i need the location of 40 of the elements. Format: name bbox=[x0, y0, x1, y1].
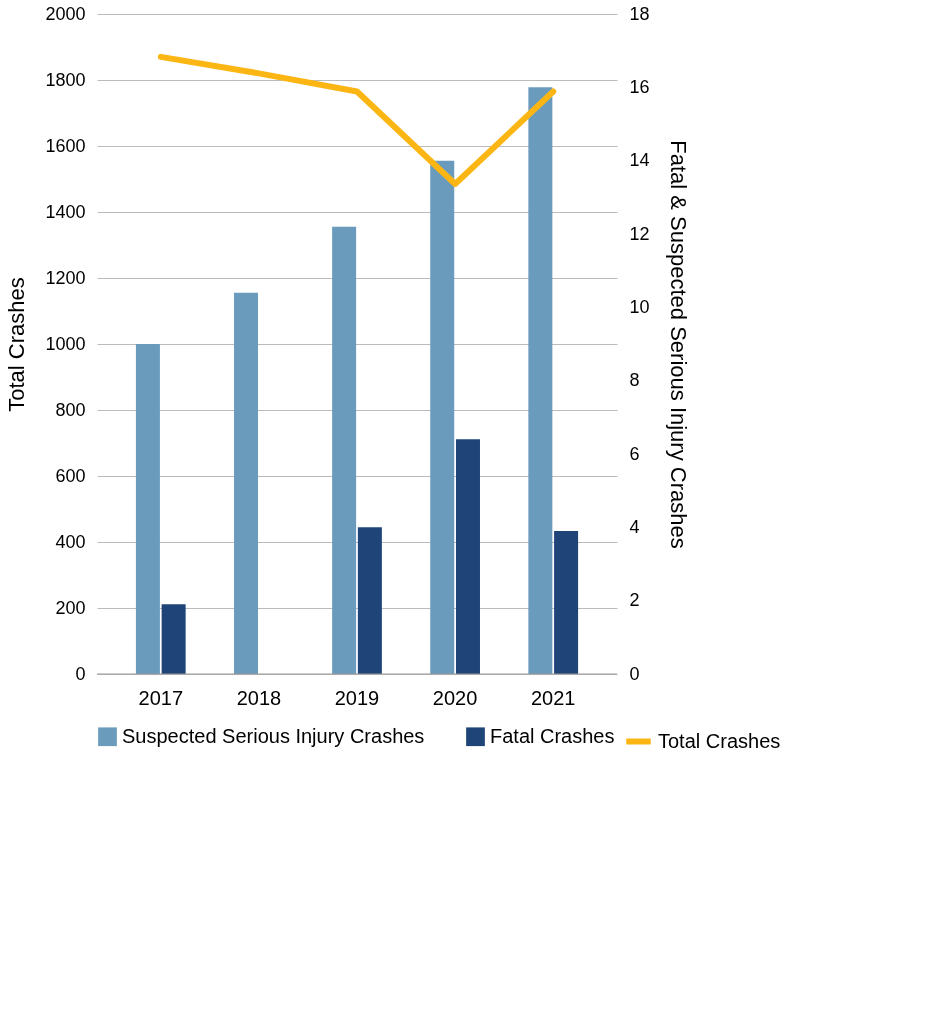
y2-tick-label: 14 bbox=[629, 150, 650, 171]
y2-axis-title: Fatal & Suspected Serious Injury Crashes bbox=[665, 140, 691, 549]
y-tick-label: 1600 bbox=[45, 135, 86, 156]
bar bbox=[528, 87, 553, 674]
y2-tick-label: 4 bbox=[629, 516, 640, 537]
y-tick-label: 800 bbox=[55, 399, 86, 420]
y2-tick-label: 2 bbox=[629, 590, 640, 611]
bar bbox=[135, 344, 160, 674]
y2-tick-label: 12 bbox=[629, 223, 650, 244]
bar bbox=[455, 439, 480, 674]
legend-label: Suspected Serious Injury Crashes bbox=[122, 724, 425, 747]
legend-label: Fatal Crashes bbox=[490, 724, 615, 747]
y-tick-label: 0 bbox=[75, 663, 86, 684]
y2-tick-label: 18 bbox=[629, 3, 650, 24]
x-tick-label: 2019 bbox=[334, 686, 380, 709]
legend-label: Total Crashes bbox=[658, 729, 781, 752]
bar bbox=[234, 292, 259, 674]
x-tick-label: 2018 bbox=[236, 686, 282, 709]
bar bbox=[554, 531, 579, 674]
y-tick-label: 600 bbox=[55, 465, 86, 486]
x-tick-label: 2020 bbox=[432, 686, 478, 709]
x-tick-label: 2017 bbox=[138, 686, 184, 709]
bar bbox=[357, 527, 382, 674]
y2-tick-label: 0 bbox=[629, 663, 640, 684]
y2-tick-label: 16 bbox=[629, 76, 650, 97]
y-tick-label: 1200 bbox=[45, 267, 86, 288]
y-axis-title: Total Crashes bbox=[4, 277, 30, 412]
y-tick-label: 400 bbox=[55, 531, 86, 552]
y-tick-label: 1000 bbox=[45, 333, 86, 354]
bar bbox=[430, 160, 455, 674]
x-tick-label: 2021 bbox=[530, 686, 576, 709]
y-tick-label: 2000 bbox=[45, 3, 86, 24]
y2-tick-label: 10 bbox=[629, 296, 650, 317]
y2-tick-label: 8 bbox=[629, 370, 640, 391]
bar bbox=[332, 226, 357, 674]
y-tick-label: 1400 bbox=[45, 201, 86, 222]
y-tick-label: 1800 bbox=[45, 69, 86, 90]
bar bbox=[161, 604, 186, 674]
y-tick-label: 200 bbox=[55, 597, 86, 618]
y2-tick-label: 6 bbox=[629, 443, 640, 464]
